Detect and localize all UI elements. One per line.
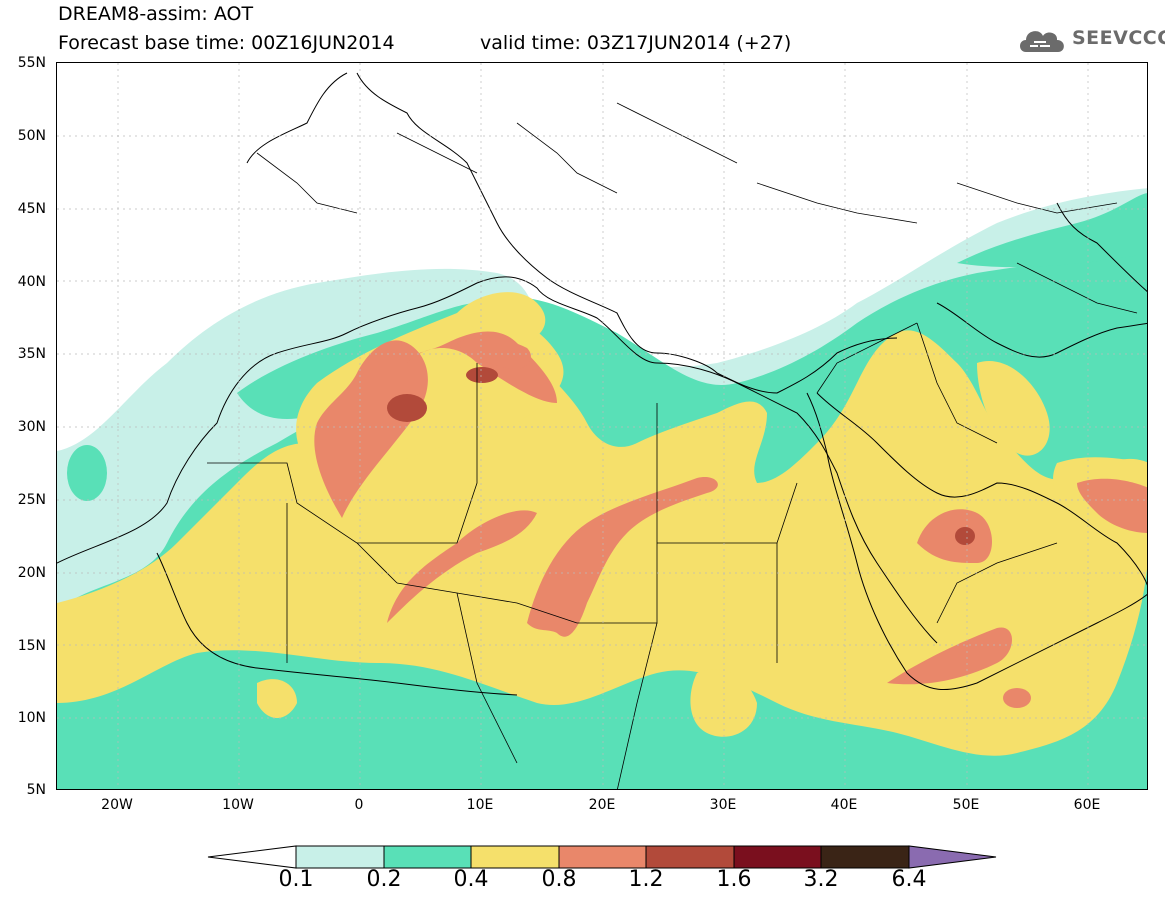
lat-label-15n: 15N: [17, 638, 46, 654]
legend-swatch-1.2-1.6: [645, 845, 735, 869]
chart-title: DREAM8-assim: AOT: [58, 3, 254, 25]
lat-label-40n: 40N: [17, 274, 46, 290]
lon-label-30e: 30E: [709, 797, 737, 813]
coastlines: [57, 72, 1147, 696]
lat-label-55n: 55N: [17, 55, 46, 71]
grid-lines: [57, 63, 1147, 789]
lon-label-20w: 20W: [101, 797, 133, 813]
lat-label-45n: 45N: [17, 201, 46, 217]
legend-label-1.6: 1.6: [716, 867, 752, 892]
lat-label-35n: 35N: [17, 346, 46, 362]
logo-text: SEEVCCC: [1072, 27, 1165, 49]
legend-label-0.4: 0.4: [453, 867, 489, 892]
lat-label-50n: 50N: [17, 128, 46, 144]
map-area: [56, 62, 1148, 790]
legend-swatch-1.6-3.2: [733, 845, 822, 869]
aot-map: [57, 63, 1147, 789]
legend-arrow-low: [207, 845, 297, 869]
lon-label-0: 0: [354, 797, 364, 813]
lat-label-25n: 25N: [17, 492, 46, 508]
lat-label-20n: 20N: [17, 565, 46, 581]
legend-swatch-0.2-0.4: [383, 845, 472, 869]
forecast-base-time: Forecast base time: 00Z16JUN2014: [58, 32, 395, 54]
lat-label-10n: 10N: [17, 710, 46, 726]
aot-high-region: [314, 331, 1147, 708]
legend-swatch-0.4-0.8: [470, 845, 560, 869]
lat-label-5n: 5N: [26, 782, 46, 798]
cloud-icon: [1020, 31, 1064, 52]
legend-swatch-3.2-6.4: [820, 845, 910, 869]
valid-time: valid time: 03Z17JUN2014 (+27): [480, 32, 792, 54]
lon-label-20e: 20E: [588, 797, 616, 813]
legend-label-1.2: 1.2: [628, 867, 664, 892]
lat-label-30n: 30N: [17, 419, 46, 435]
seevccc-logo: SEEVCCC: [1016, 22, 1165, 58]
lon-label-10e: 10E: [466, 797, 494, 813]
legend-label-6.4: 6.4: [891, 867, 927, 892]
lon-label-50e: 50E: [952, 797, 980, 813]
lon-label-40e: 40E: [830, 797, 858, 813]
legend-swatch-0.1-0.2: [295, 845, 385, 869]
lon-label-60e: 60E: [1073, 797, 1101, 813]
aot-very-high-region: [387, 367, 975, 545]
legend-label-0.1: 0.1: [278, 867, 314, 892]
legend-swatch-0.8-1.2: [558, 845, 647, 869]
legend-label-0.8: 0.8: [541, 867, 577, 892]
legend-arrow-high: [908, 845, 997, 869]
legend-label-0.2: 0.2: [366, 867, 402, 892]
legend-label-3.2: 3.2: [803, 867, 839, 892]
lon-label-10w: 10W: [222, 797, 254, 813]
